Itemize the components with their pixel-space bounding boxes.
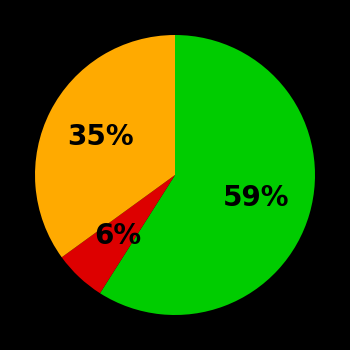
Text: 59%: 59% [222,184,289,212]
Text: 6%: 6% [94,222,141,250]
Wedge shape [100,35,315,315]
Text: 35%: 35% [67,123,133,151]
Wedge shape [62,175,175,293]
Wedge shape [35,35,175,257]
